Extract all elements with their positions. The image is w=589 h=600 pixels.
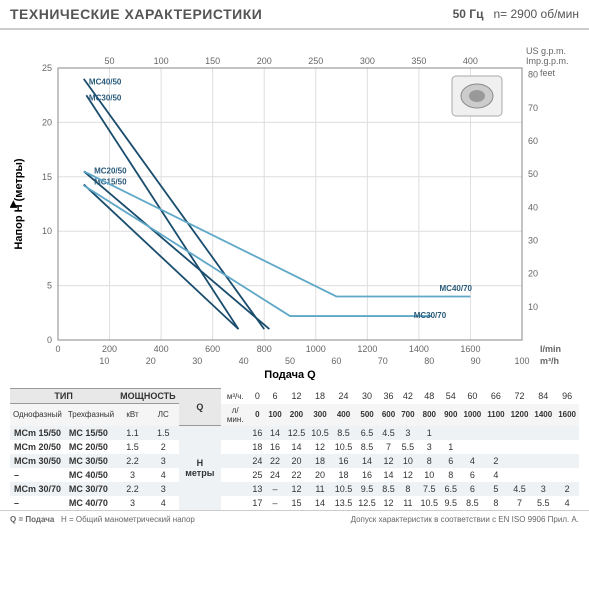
svg-text:30: 30 [528,235,538,245]
svg-text:MC40/50: MC40/50 [89,77,122,86]
svg-text:0: 0 [55,344,60,354]
svg-text:25: 25 [42,63,52,73]
page-title: ТЕХНИЧЕСКИЕ ХАРАКТЕРИСТИКИ [10,6,262,22]
chart-container: 02004006008001000120014001600l/min102030… [0,30,589,388]
svg-text:300: 300 [360,56,375,66]
svg-text:80: 80 [424,356,434,366]
spec-text: 50 Гц n= 2900 об/мин [453,7,579,21]
svg-text:200: 200 [102,344,117,354]
svg-text:250: 250 [308,56,323,66]
footer-left: Q = Подача H = Общий манометрический нап… [10,515,195,524]
svg-text:1600: 1600 [460,344,480,354]
svg-text:150: 150 [205,56,220,66]
pump-chart: 02004006008001000120014001600l/min102030… [10,40,570,380]
svg-text:MC30/50: MC30/50 [89,94,122,103]
svg-text:20: 20 [146,356,156,366]
svg-text:0: 0 [47,335,52,345]
svg-text:800: 800 [257,344,272,354]
svg-text:20: 20 [528,269,538,279]
svg-text:10: 10 [42,226,52,236]
svg-text:30: 30 [192,356,202,366]
svg-text:50: 50 [528,169,538,179]
svg-text:100: 100 [514,356,529,366]
svg-text:Подача Q: Подача Q [264,369,316,380]
svg-text:70: 70 [528,103,538,113]
svg-text:60: 60 [528,136,538,146]
svg-text:MC40/70: MC40/70 [440,284,473,293]
svg-text:90: 90 [471,356,481,366]
svg-text:US g.p.m.: US g.p.m. [526,46,566,56]
svg-text:100: 100 [154,56,169,66]
svg-text:50: 50 [285,356,295,366]
svg-text:1400: 1400 [409,344,429,354]
footer: Q = Подача H = Общий манометрический нап… [0,510,589,528]
svg-text:40: 40 [239,356,249,366]
svg-text:200: 200 [257,56,272,66]
data-table: ТИПМОЩНОСТЬQм³/ч.06121824303642485460667… [10,388,579,510]
svg-text:40: 40 [528,202,538,212]
svg-text:feet: feet [540,68,556,78]
svg-text:MC20/50: MC20/50 [94,167,127,176]
svg-text:350: 350 [411,56,426,66]
svg-text:400: 400 [463,56,478,66]
svg-text:MC30/70: MC30/70 [414,311,447,320]
svg-text:20: 20 [42,117,52,127]
svg-text:Imp.g.p.m.: Imp.g.p.m. [526,56,569,66]
svg-text:70: 70 [378,356,388,366]
svg-text:5: 5 [47,281,52,291]
header: ТЕХНИЧЕСКИЕ ХАРАКТЕРИСТИКИ 50 Гц n= 2900… [0,0,589,30]
svg-text:1200: 1200 [357,344,377,354]
svg-text:50: 50 [105,56,115,66]
svg-text:1000: 1000 [306,344,326,354]
svg-text:15: 15 [42,172,52,182]
svg-text:10: 10 [99,356,109,366]
svg-text:400: 400 [154,344,169,354]
footer-right: Допуск характеристик в соответствии с EN… [351,515,579,524]
svg-text:10: 10 [528,302,538,312]
svg-text:60: 60 [331,356,341,366]
svg-text:l/min: l/min [540,344,561,354]
svg-text:m³/h: m³/h [540,356,559,366]
svg-text:600: 600 [205,344,220,354]
svg-text:▶: ▶ [10,200,19,208]
svg-text:80: 80 [528,70,538,80]
data-table-wrap: ТИПМОЩНОСТЬQм³/ч.06121824303642485460667… [0,388,589,510]
